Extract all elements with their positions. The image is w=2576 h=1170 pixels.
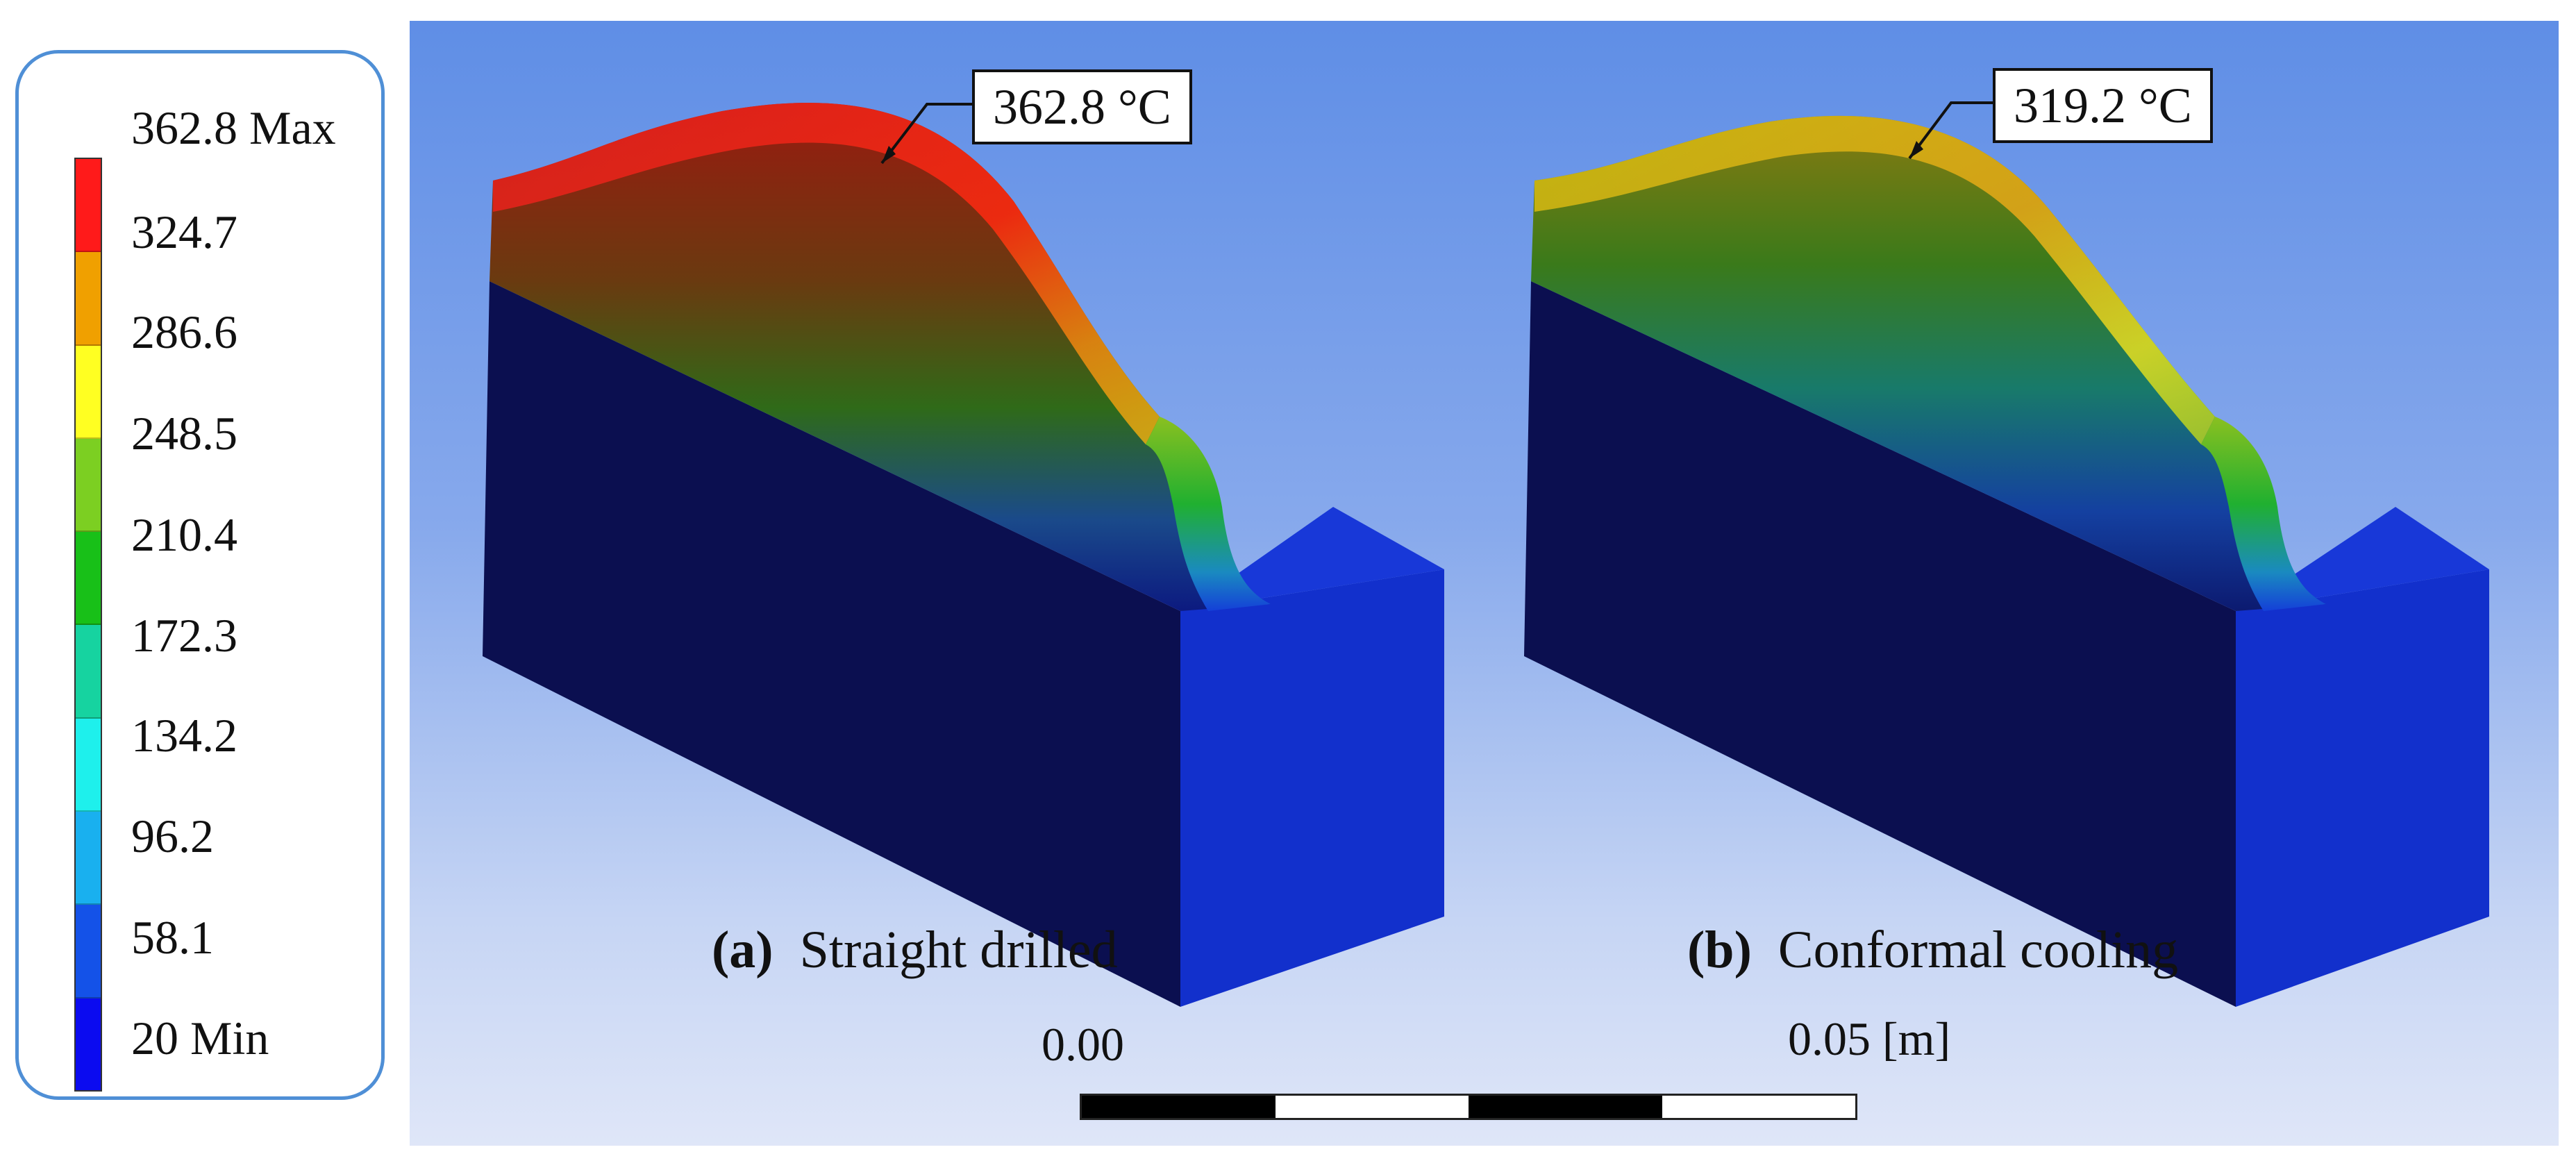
legend-swatch: [76, 998, 101, 1090]
scale-block: [1469, 1096, 1662, 1118]
legend-label: 286.6: [131, 306, 237, 358]
legend-swatch: [76, 718, 101, 812]
legend-label-min: 20 Min: [131, 1012, 269, 1064]
legend-swatch: [76, 252, 101, 346]
legend-label: 248.5: [131, 407, 237, 460]
legend-label: 58.1: [131, 911, 214, 964]
scale-block: [1275, 1096, 1469, 1118]
caption-a: (a) Straight drilled: [712, 924, 1118, 976]
legend-label: 324.7: [131, 206, 237, 258]
legend-label: 134.2: [131, 709, 237, 762]
legend-label: 96.2: [131, 810, 214, 862]
scale-end-label: 0.05 [m]: [1788, 1012, 1951, 1065]
legend-color-bar: [74, 158, 102, 1092]
legend-swatch: [76, 438, 101, 533]
scale-block: [1082, 1096, 1276, 1118]
scale-block: [1662, 1096, 1855, 1118]
caption-a-letter: (a): [712, 921, 773, 979]
max-temp-callout-a: 362.8 °C: [972, 69, 1192, 144]
model-a-straight-drilled: [483, 102, 1444, 1007]
model-viewport[interactable]: 362.8 °C 319.2 °C (a) Straight drilled (…: [410, 21, 2559, 1146]
legend-swatch: [76, 905, 101, 998]
legend-swatch: [76, 532, 101, 626]
caption-b-letter: (b): [1687, 921, 1752, 979]
scale-bar: [1080, 1094, 1857, 1120]
thermal-models-graphic: [483, 101, 2489, 1007]
scale-start-label: 0.00: [1042, 1018, 1124, 1071]
caption-b-text: Conformal cooling: [1778, 921, 2179, 979]
caption-b: (b) Conformal cooling: [1687, 924, 2178, 976]
caption-a-text: Straight drilled: [799, 921, 1118, 979]
legend-swatch: [76, 159, 101, 253]
legend-swatch: [76, 625, 101, 719]
legend-swatch: [76, 812, 101, 905]
legend-label: 172.3: [131, 609, 237, 662]
model-b-conformal-cooling: [1524, 115, 2489, 1007]
color-legend: 362.8 Max 324.7 286.6 248.5 210.4 172.3 …: [15, 50, 385, 1100]
legend-label: 210.4: [131, 508, 237, 561]
max-temp-callout-b: 319.2 °C: [1993, 68, 2213, 143]
legend-label-max: 362.8 Max: [131, 101, 336, 154]
legend-swatch: [76, 345, 101, 439]
